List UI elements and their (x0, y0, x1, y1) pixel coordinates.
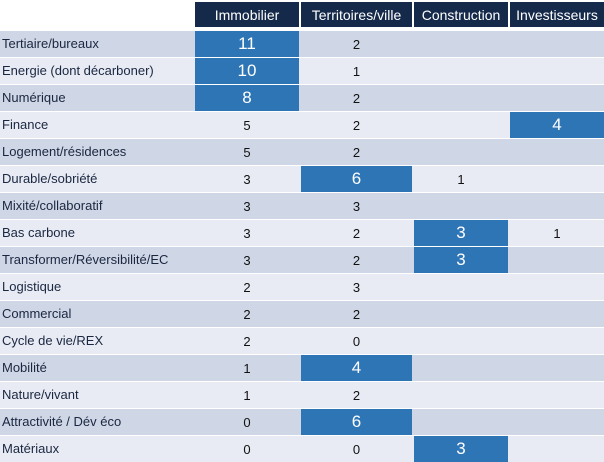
table-row (0, 328, 604, 354)
row-label: Finance (2, 117, 49, 132)
table-cell (414, 112, 508, 138)
table-cell (510, 382, 604, 408)
table-cell: 1 (243, 360, 251, 376)
row-label: Logement/résidences (2, 144, 127, 159)
highlighted-cell: 3 (414, 247, 508, 273)
table-row (0, 274, 604, 300)
table-cell (414, 85, 508, 111)
table-cell: 1 (553, 225, 561, 241)
table-cell: 1 (243, 387, 251, 403)
column-header: Immobilier (195, 2, 299, 27)
table-cell (510, 31, 604, 57)
table-cell: 2 (352, 387, 361, 403)
column-header: Territoires/ville (301, 2, 412, 27)
table-cell: 3 (243, 225, 251, 241)
table-row (0, 85, 604, 111)
highlighted-cell: 4 (510, 112, 604, 138)
row-label: Transformer/Réversibilité/EC (2, 252, 169, 267)
table-cell (414, 274, 508, 300)
highlighted-cell: 3 (414, 436, 508, 462)
table-cell: 0 (352, 333, 361, 349)
table-cell (510, 301, 604, 327)
table-cell: 3 (352, 198, 361, 214)
table-cell: 1 (352, 63, 361, 79)
table-cell: 0 (352, 441, 361, 457)
table-cell (414, 139, 508, 165)
table-cell: 5 (243, 144, 251, 160)
table-cell: 5 (243, 117, 251, 133)
highlighted-cell: 6 (301, 166, 412, 192)
table-cell (510, 409, 604, 435)
table-cell: 3 (352, 279, 361, 295)
table-cell: 0 (243, 414, 251, 430)
column-header: Construction (414, 2, 508, 27)
table-cell: 2 (352, 90, 361, 106)
row-label: Matériaux (2, 441, 60, 456)
row-label: Cycle de vie/REX (2, 333, 104, 348)
row-label: Nature/vivant (2, 387, 79, 402)
highlighted-cell: 10 (195, 58, 299, 84)
table-cell: 3 (243, 171, 251, 187)
table-row (0, 58, 604, 84)
table-row (0, 193, 604, 219)
table-cell (414, 355, 508, 381)
table-cell: 2 (352, 144, 361, 160)
table-cell (510, 58, 604, 84)
table-row (0, 301, 604, 327)
row-label: Energie (dont décarboner) (2, 63, 154, 78)
table-cell (510, 166, 604, 192)
table-row (0, 112, 604, 138)
table-cell: 3 (243, 198, 251, 214)
row-label: Logistique (2, 279, 62, 294)
table-cell (414, 382, 508, 408)
highlighted-cell: 3 (414, 220, 508, 246)
row-label: Durable/sobriété (2, 171, 98, 186)
table-cell: 0 (243, 441, 251, 457)
row-label: Numérique (2, 90, 66, 105)
table-cell (510, 193, 604, 219)
table-cell (510, 355, 604, 381)
highlighted-cell: 11 (195, 31, 299, 57)
row-label: Mixité/collaboratif (2, 198, 103, 213)
table-cell: 2 (352, 306, 361, 322)
table-cell: 3 (243, 252, 251, 268)
table-cell: 2 (352, 36, 361, 52)
row-label: Commercial (2, 306, 72, 321)
table-row (0, 31, 604, 57)
table-cell (414, 31, 508, 57)
table-row (0, 382, 604, 408)
table-cell: 2 (352, 225, 361, 241)
table-cell (510, 247, 604, 273)
table-cell: 2 (352, 252, 361, 268)
row-label: Mobilité (2, 360, 47, 375)
table-cell: 2 (243, 279, 251, 295)
row-label: Attractivité / Dév éco (2, 414, 122, 429)
highlighted-cell: 6 (301, 409, 412, 435)
table-row (0, 139, 604, 165)
column-header: Investisseurs (510, 2, 604, 27)
table-cell: 2 (243, 306, 251, 322)
table-cell (414, 58, 508, 84)
row-label: Bas carbone (2, 225, 75, 240)
row-label: Tertiaire/bureaux (2, 36, 99, 51)
table-cell (414, 409, 508, 435)
table-cell: 1 (457, 171, 465, 187)
table-cell (510, 328, 604, 354)
highlighted-cell: 4 (301, 355, 412, 381)
table-cell: 2 (243, 333, 251, 349)
table-cell (414, 328, 508, 354)
table-cell (510, 139, 604, 165)
table-cell (510, 274, 604, 300)
table-cell (510, 436, 604, 462)
table-cell: 2 (352, 117, 361, 133)
table-cell (510, 85, 604, 111)
table-cell (414, 193, 508, 219)
highlighted-cell: 8 (195, 85, 299, 111)
table-cell (414, 301, 508, 327)
